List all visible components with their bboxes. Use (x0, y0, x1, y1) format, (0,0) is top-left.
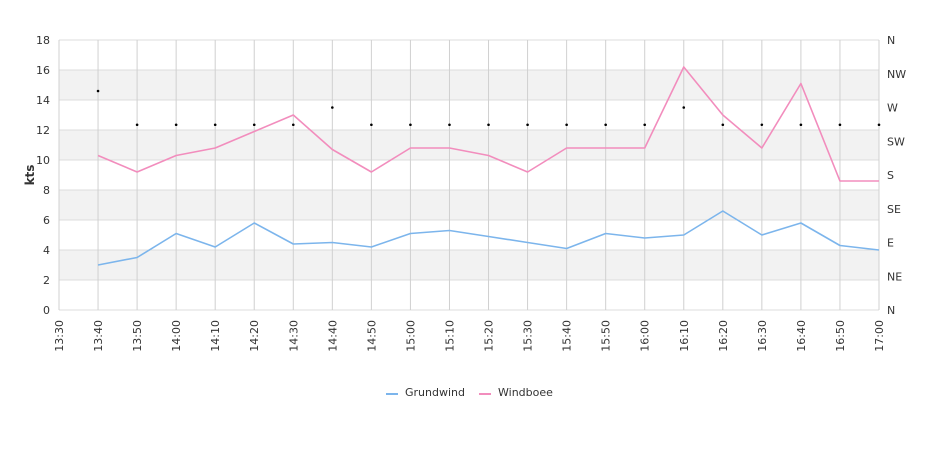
y-tick-label: 18 (36, 34, 50, 47)
direction-dot (331, 106, 334, 109)
x-tick-label: 14:20 (248, 320, 261, 352)
x-axis-ticks: 13:30 13:40 13:50 14:00 14:10 14:20 14:30 14:40… (53, 320, 886, 352)
grid-lines (58, 39, 880, 311)
direction-tick-label: S (887, 169, 894, 182)
direction-dot (409, 123, 412, 127)
y-tick-label: 2 (43, 274, 50, 287)
direction-dot (526, 123, 529, 127)
x-tick-label: 15:10 (443, 320, 456, 352)
direction-tick-label: NW (887, 68, 906, 81)
x-tick-label: 16:10 (678, 320, 691, 352)
y-tick-label: 8 (43, 184, 50, 197)
x-tick-label: 15:50 (600, 320, 613, 352)
legend-label-windboee: Windboee (498, 386, 553, 399)
direction-markers (96, 89, 881, 127)
direction-tick-label: N (887, 34, 895, 47)
x-tick-label: 15:20 (483, 320, 496, 352)
direction-tick-label: N (887, 304, 895, 317)
x-tick-label: 15:30 (522, 320, 535, 352)
direction-dot (213, 123, 217, 127)
direction-dot (799, 123, 803, 127)
legend-item-grundwind[interactable]: Grundwind (386, 386, 465, 399)
direction-dot (565, 123, 568, 127)
y-tick-label: 14 (36, 94, 50, 107)
x-tick-label: 16:40 (795, 320, 808, 352)
direction-dot (604, 123, 607, 127)
x-tick-label: 16:30 (756, 320, 769, 352)
series-lines (97, 66, 880, 266)
legend-label-grundwind: Grundwind (405, 386, 465, 399)
x-tick-label: 14:40 (326, 320, 339, 352)
y-axis-label: kts (23, 165, 37, 186)
direction-dot (838, 123, 842, 127)
legend: Grundwind Windboee (386, 386, 553, 399)
y-tick-label: 10 (36, 154, 50, 167)
direction-dot (291, 123, 295, 127)
direction-dot (643, 123, 647, 127)
direction-dot (877, 123, 881, 127)
x-tick-label: 14:00 (170, 320, 183, 352)
x-tick-label: 13:50 (131, 320, 144, 352)
plot-band (59, 190, 879, 220)
y-tick-label: 6 (43, 214, 50, 227)
direction-dot (682, 106, 686, 109)
x-tick-label: 14:30 (287, 320, 300, 352)
direction-tick-label: SW (887, 135, 905, 148)
y-tick-label: 0 (43, 304, 50, 317)
y-tick-label: 4 (43, 244, 50, 257)
x-tick-label: 14:10 (209, 320, 222, 352)
y-axis-ticks: 0 2 4 6 8 10 12 14 16 18 (36, 34, 50, 317)
series-line-windboee (97, 66, 879, 182)
series-line-grundwind (97, 210, 880, 266)
direction-tick-label: SE (887, 203, 901, 216)
direction-dot (135, 123, 139, 127)
plot-band (59, 130, 879, 160)
direction-dot (760, 123, 764, 127)
plot-band (59, 70, 879, 100)
legend-item-windboee[interactable]: Windboee (479, 386, 553, 399)
x-tick-label: 13:40 (92, 320, 105, 352)
x-tick-label: 16:50 (834, 320, 847, 352)
direction-tick-label: E (887, 237, 894, 250)
x-tick-label: 16:00 (639, 320, 652, 352)
direction-dot (487, 123, 490, 127)
x-tick-label: 15:40 (561, 320, 574, 352)
direction-tick-label: NE (887, 270, 902, 283)
plot-band (59, 250, 879, 280)
direction-dot (448, 123, 451, 127)
direction-dot (721, 123, 725, 127)
direction-axis-ticks: N NE E SE S SW W NW N (887, 34, 906, 317)
y-tick-label: 16 (36, 64, 50, 77)
x-tick-label: 17:00 (873, 320, 886, 352)
x-tick-label: 16:20 (717, 320, 730, 352)
x-tick-label: 15:00 (404, 320, 417, 352)
x-tick-label: 14:50 (365, 320, 378, 352)
direction-tick-label: W (887, 102, 898, 115)
plot-bands (59, 70, 879, 280)
y-tick-label: 12 (36, 124, 50, 137)
direction-dot (174, 123, 178, 127)
direction-dot (370, 123, 373, 127)
direction-dot (96, 89, 100, 93)
x-tick-label: 13:30 (53, 320, 66, 352)
direction-dot (252, 123, 256, 127)
